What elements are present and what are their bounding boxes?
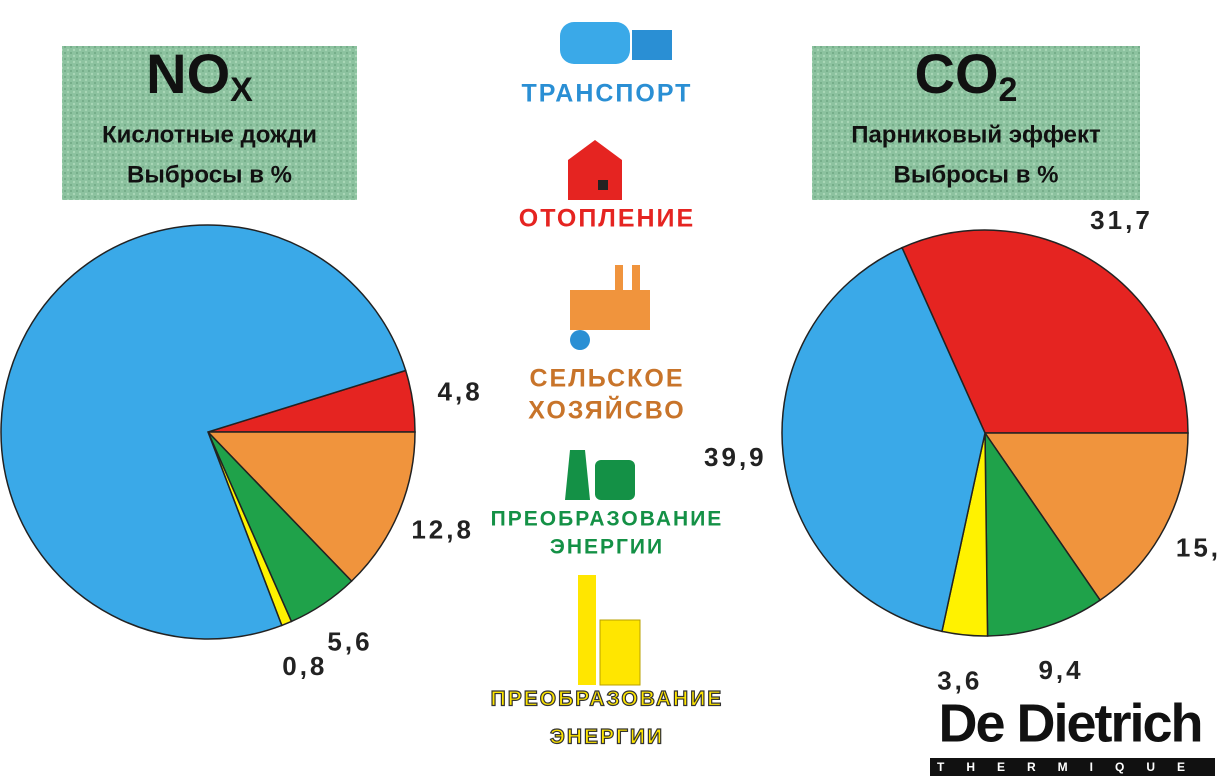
legend-label: СЕЛЬСКОЕ <box>529 365 684 393</box>
legend-icons <box>560 22 672 686</box>
chart-subtitle: Выбросы в % <box>894 161 1059 188</box>
legend-label: ТРАНСПОРТ <box>522 80 693 108</box>
data-label: 9,4 <box>1038 655 1083 685</box>
chart-subtitle: Кислотные дожди <box>102 121 317 148</box>
pie-slice <box>983 432 1189 602</box>
pie-slice <box>0 224 407 640</box>
title-subscript: X <box>230 71 253 109</box>
logo-tagline: THERMIQUE <box>937 760 1207 774</box>
logo-bar <box>930 758 1215 776</box>
title-main: NO <box>146 42 230 105</box>
data-label: 3,6 <box>937 666 982 696</box>
legend-label: ПРЕОБРАЗОВАНИЕ <box>491 508 724 531</box>
data-label: 15,4 <box>1176 533 1220 563</box>
pie-slice <box>781 246 986 633</box>
data-label: 0,8 <box>282 651 327 681</box>
pie-slice <box>901 229 1189 434</box>
chart-subtitle: Парниковый эффект <box>851 121 1101 148</box>
legend-label: ЭНЕРГИИ <box>550 726 664 749</box>
data-label: 5,6 <box>327 627 372 657</box>
legend-label: ХОЗЯЙСВО <box>528 395 685 425</box>
title-subscript: 2 <box>999 71 1018 109</box>
pie-slice <box>206 431 416 583</box>
data-label: 39,9 <box>704 442 767 472</box>
logo-name: De Dietrich <box>938 693 1201 753</box>
chart-title: NOX <box>146 42 253 109</box>
legend-label: ЭНЕРГИИ <box>550 536 664 559</box>
pie-slice <box>984 430 1102 637</box>
data-label: 12,8 <box>411 515 474 545</box>
data-label: 4,8 <box>438 377 483 407</box>
chart-title: CO2 <box>915 42 1018 109</box>
chart-subtitle: Выбросы в % <box>127 161 292 188</box>
legend-label: ПРЕОБРАЗОВАНИЕ <box>491 688 724 711</box>
title-main: CO <box>915 42 999 105</box>
data-label: 31,7 <box>1090 205 1153 235</box>
legend-label: ОТОПЛЕНИЕ <box>519 205 695 233</box>
title-box <box>812 46 1140 200</box>
title-box <box>62 46 357 200</box>
